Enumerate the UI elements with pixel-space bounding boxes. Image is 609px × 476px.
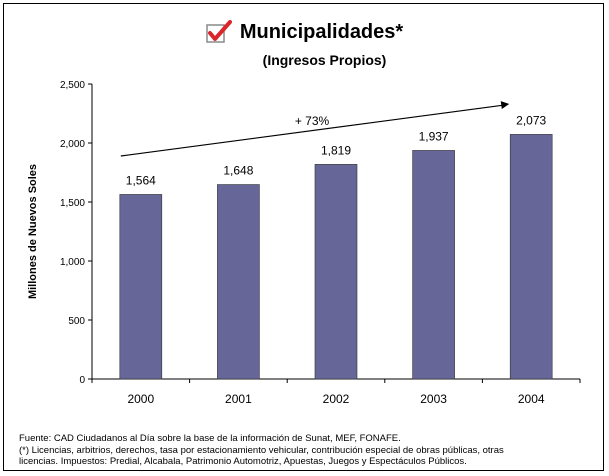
trend-arrow-line (120, 104, 504, 157)
bar-value-label: 1,648 (223, 164, 253, 178)
bar (509, 134, 553, 380)
chart-subtitle: (Ingresos Propios) (262, 52, 387, 68)
x-tick-label: 2001 (225, 392, 252, 406)
title-line: Municipalidades* (206, 20, 403, 44)
chart-bars (119, 134, 553, 380)
chart-frame (3, 3, 604, 471)
bar (314, 164, 358, 380)
y-tick-label: 1,500 (60, 198, 85, 209)
bar (217, 184, 260, 380)
y-axis-title: Millones de Nuevos Soles (27, 164, 39, 299)
chart-title: Municipalidades* (239, 20, 404, 43)
chart-footnote: Fuente: CAD Ciudadanos al Día sobre la b… (19, 433, 604, 468)
x-tick-label: 2004 (518, 392, 545, 406)
bar (412, 150, 455, 380)
bar-value-label: 1,819 (321, 143, 351, 157)
chart-labels: 0 500 1,000 1,500 2,000 2,500 1,564 2000 1,648 20… (27, 80, 547, 406)
footnote-line-1: (*) Licencias, arbitrios, derechos, tasa… (19, 444, 504, 456)
bar-value-label: 1,564 (126, 173, 156, 187)
bar (119, 194, 163, 380)
x-tick-label: 2003 (420, 392, 447, 406)
chart-header: Municipalidades* (Ingresos Propios) (0, 20, 609, 68)
y-tick-label: 500 (68, 316, 85, 327)
y-tick-label: 2,500 (60, 80, 85, 91)
y-tick-label: 1,000 (60, 257, 85, 268)
x-tick-label: 2002 (323, 392, 350, 406)
x-tick-label: 2000 (127, 392, 154, 406)
trend-annotation: + 73% (120, 101, 510, 157)
y-tick-label: 0 (79, 375, 85, 386)
trend-arrow-head (500, 101, 510, 110)
trend-annotation-label: + 73% (295, 114, 330, 128)
source-note: Fuente: CAD Ciudadanos al Día sobre la b… (19, 433, 401, 444)
y-tick-label: 2,000 (60, 139, 85, 150)
bar-value-label: 2,073 (516, 113, 546, 127)
checkbox-check-icon (206, 20, 232, 44)
bar-value-label: 1,937 (419, 129, 449, 143)
footnote-line-2: licencias. Impuestos: Predial, Alcabala,… (19, 456, 467, 467)
